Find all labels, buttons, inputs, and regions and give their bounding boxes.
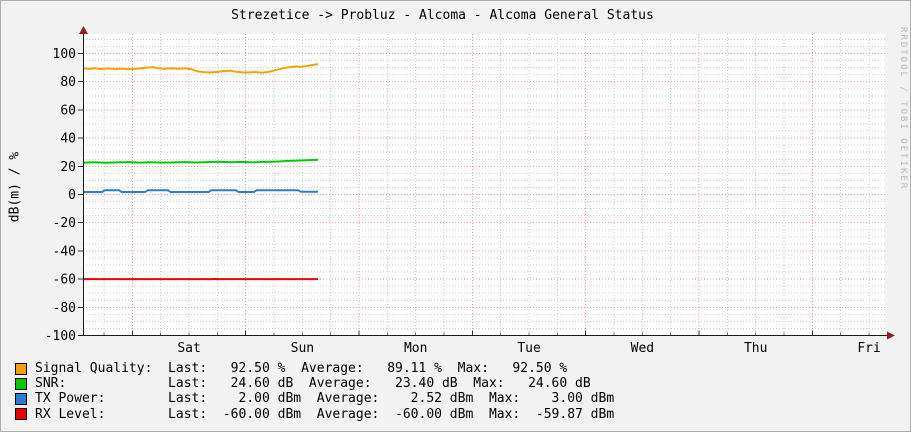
- rrdtool-watermark: RRDTOOL / TOBI OETIKER: [898, 27, 908, 191]
- y-tick-label: -80: [53, 301, 76, 316]
- legend-swatch-snr: [15, 377, 27, 390]
- y-tick-label: 20: [60, 160, 76, 175]
- legend-stats: Last: 92.50 % Average: 89.11 % Max: 92.5…: [168, 361, 568, 377]
- x-axis-arrow-icon: [887, 331, 895, 340]
- legend-label: Signal Quality:: [35, 361, 153, 377]
- graph-title: Strezetice -> Probluz - Alcoma - Alcoma …: [231, 8, 654, 23]
- y-tick-label: 0: [68, 188, 76, 203]
- y-tick-label: -60: [53, 273, 76, 288]
- y-tick-label: -100: [45, 329, 76, 344]
- legend-row-tx-power: TX Power: Last: 2.00 dBm Average: 2.52 d…: [15, 391, 904, 406]
- series-line-snr: [82, 158, 319, 164]
- legend: Signal Quality: Last: 92.50 % Average: 8…: [15, 361, 904, 422]
- series-line-signal-quality: [82, 63, 319, 74]
- y-tick-label: 80: [60, 75, 76, 90]
- plot-background: [83, 34, 885, 336]
- x-tick-label: Thu: [744, 341, 767, 356]
- y-tick-label: 60: [60, 103, 76, 118]
- x-tick-label: Sat: [177, 341, 200, 356]
- y-tick-label: 40: [60, 132, 76, 147]
- legend-row-signal-quality: Signal Quality: Last: 92.50 % Average: 8…: [15, 361, 904, 376]
- legend-swatch-tx-power: [15, 392, 27, 405]
- legend-label: RX Level:: [35, 406, 106, 422]
- legend-row-snr: SNR: Last: 24.60 dB Average: 23.40 dB Ma…: [15, 376, 904, 391]
- x-tick-label: Sun: [291, 341, 314, 356]
- legend-label: SNR:: [35, 376, 67, 392]
- series-line-tx-power: [83, 189, 318, 193]
- legend-stats: Last: 2.00 dBm Average: 2.52 dBm Max: 3.…: [168, 391, 615, 407]
- legend-stats: Last: -60.00 dBm Average: -60.00 dBm Max…: [168, 406, 615, 422]
- y-tick-label: 100: [53, 47, 76, 62]
- legend-swatch-signal-quality: [15, 362, 27, 375]
- legend-label: TX Power:: [35, 391, 106, 407]
- y-axis-arrow-icon: [79, 26, 88, 34]
- x-tick-label: Tue: [517, 341, 541, 356]
- legend-swatch-rx-level: [15, 408, 27, 421]
- x-tick-label: Mon: [404, 341, 427, 356]
- x-tick-label: Wed: [631, 341, 654, 356]
- legend-stats: Last: 24.60 dB Average: 23.40 dB Max: 24…: [168, 376, 591, 392]
- x-tick-label: Fri: [857, 341, 880, 356]
- legend-row-rx-level: RX Level: Last: -60.00 dBm Average: -60.…: [15, 407, 904, 422]
- y-tick-label: -40: [53, 244, 76, 259]
- y-tick-label: -20: [53, 216, 76, 231]
